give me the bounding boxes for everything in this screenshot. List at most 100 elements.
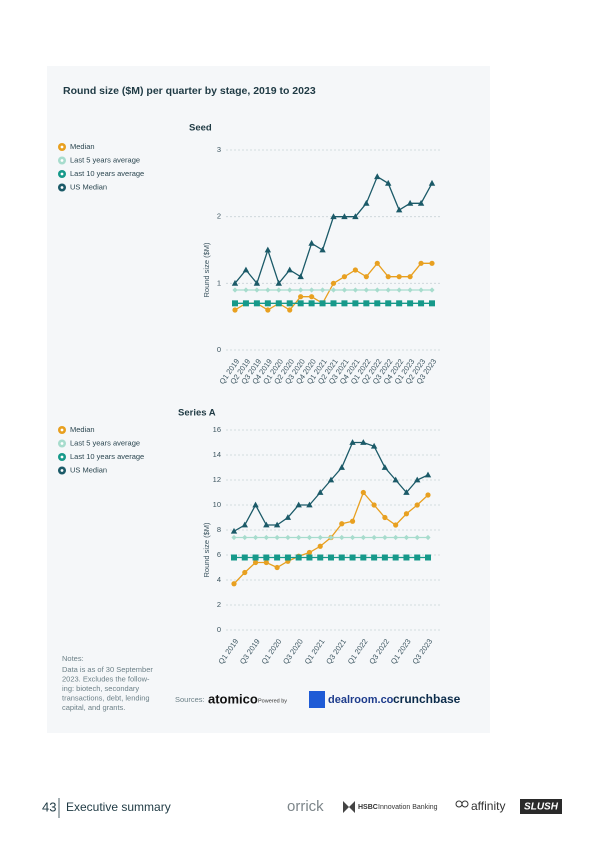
point	[308, 239, 315, 246]
chart-title: Series A	[178, 408, 216, 419]
point	[381, 554, 388, 561]
point	[330, 300, 337, 307]
legend-label: Last 10 years average	[70, 452, 144, 461]
y-axis-label: Round size ($M)	[202, 242, 211, 298]
legend-swatch-dot	[60, 172, 64, 176]
point	[363, 274, 369, 280]
point	[339, 534, 345, 541]
point	[341, 287, 348, 293]
point	[349, 439, 356, 445]
point	[275, 279, 282, 286]
point	[328, 554, 334, 561]
point	[287, 307, 293, 313]
point	[374, 260, 380, 266]
point	[341, 300, 348, 307]
crunchbase-logo: crunchbase	[393, 692, 461, 706]
point	[297, 273, 304, 280]
point	[306, 554, 313, 561]
legend-swatch-dot	[60, 159, 64, 162]
point	[306, 501, 313, 508]
point	[231, 581, 237, 587]
point	[254, 287, 260, 293]
point	[360, 439, 367, 445]
point	[406, 199, 414, 206]
point	[414, 476, 421, 483]
point	[414, 534, 420, 541]
point	[360, 534, 366, 541]
legend-label: Last 5 years average	[70, 155, 140, 164]
y-tick-label: 2	[217, 212, 221, 221]
y-tick-label: 0	[217, 345, 221, 354]
point	[396, 274, 402, 280]
slush-box	[520, 799, 562, 814]
point	[242, 569, 248, 576]
point	[242, 534, 248, 541]
point	[330, 287, 337, 293]
point	[403, 554, 410, 561]
point	[393, 522, 399, 528]
point	[407, 300, 414, 307]
point	[352, 213, 359, 220]
notes-line: transactions, debt, lending	[62, 693, 150, 702]
y-tick-label: 3	[217, 145, 221, 154]
legend-swatch-dot	[60, 428, 64, 432]
point	[418, 300, 425, 307]
point	[264, 300, 271, 307]
point	[338, 554, 345, 561]
point	[417, 199, 425, 206]
hsbc-logo: HSBC	[358, 804, 378, 811]
point	[231, 279, 239, 286]
point	[349, 554, 356, 561]
point	[414, 502, 420, 508]
affinity-logo: affinity	[471, 799, 505, 813]
point	[295, 554, 302, 561]
point	[403, 489, 410, 495]
point	[276, 287, 282, 293]
point	[403, 511, 410, 517]
point	[286, 266, 293, 273]
legend-swatch-dot	[60, 145, 64, 149]
point	[382, 534, 388, 541]
point	[274, 534, 280, 541]
point	[241, 554, 248, 561]
atomico-logo: atomico	[208, 691, 258, 706]
point	[319, 287, 326, 293]
point	[232, 287, 238, 293]
sources-label: Sources:	[175, 695, 205, 704]
point	[284, 554, 291, 561]
legend-label: Median	[70, 425, 95, 434]
point	[360, 489, 366, 496]
point	[253, 300, 260, 307]
point	[396, 300, 403, 307]
point	[374, 173, 381, 180]
point	[418, 260, 424, 266]
point	[341, 274, 348, 280]
notes-line: 2023. Excludes the follow-	[62, 674, 150, 683]
point	[338, 464, 345, 470]
point	[363, 300, 370, 307]
dealroom-icon	[309, 691, 325, 708]
section-name: Executive summary	[66, 800, 171, 814]
y-tick-label: 6	[217, 550, 221, 559]
hsbc-unit: Innovation Banking	[378, 804, 438, 811]
point	[393, 534, 399, 541]
dealroom-logo: dealroom.co	[328, 694, 394, 706]
point	[425, 534, 431, 541]
point	[371, 502, 377, 508]
point	[396, 287, 402, 293]
legend-label: Median	[70, 142, 95, 151]
point	[273, 521, 281, 528]
legend-label: US Median	[70, 465, 107, 474]
point	[371, 534, 377, 541]
point	[371, 554, 378, 561]
point	[385, 179, 392, 186]
notes-line: ing: biotech, secondary	[62, 684, 139, 693]
legend-label: US Median	[70, 182, 107, 191]
point	[263, 559, 269, 566]
point	[285, 534, 291, 541]
point	[328, 534, 334, 541]
point	[295, 501, 302, 508]
notes-label: Notes:	[62, 654, 84, 663]
point	[317, 489, 324, 495]
